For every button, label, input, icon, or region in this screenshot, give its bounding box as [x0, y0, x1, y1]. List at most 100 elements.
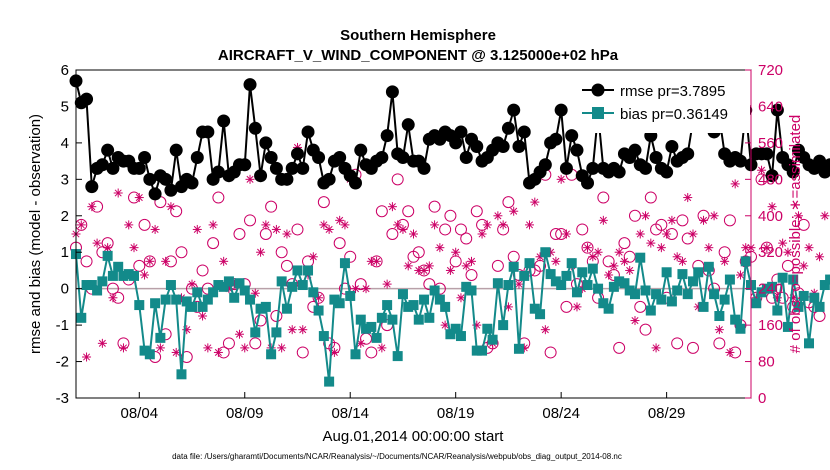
obs-assimilated-stroke: [631, 317, 639, 325]
bias-point: [434, 294, 445, 305]
obs-assimilated-marker: [509, 206, 519, 216]
rmse-point: [507, 103, 521, 117]
obs-assimilated-stroke: [141, 271, 149, 279]
bias-point: [345, 290, 356, 301]
obs-assimilated-marker: [250, 288, 260, 298]
obs-assimilated-stroke: [636, 230, 644, 238]
obs-assimilated-marker: [140, 270, 150, 280]
obs-assimilated-stroke: [436, 244, 444, 252]
legend-box: [578, 73, 750, 133]
obs-assimilated-marker: [161, 256, 171, 266]
bias-point: [498, 320, 509, 331]
bias-point: [308, 287, 319, 298]
bias-point: [281, 303, 292, 314]
obs-assimilated-stroke: [204, 344, 212, 352]
obs-assimilated-stroke: [130, 244, 138, 252]
bias-point: [413, 314, 424, 325]
rmse-point: [665, 140, 679, 154]
bias-point: [798, 290, 809, 301]
rmse-point: [348, 176, 362, 190]
obs-possible-marker: [412, 246, 425, 259]
y-tick-label: -3: [56, 390, 69, 407]
obs-assimilated-stroke: [446, 266, 454, 274]
obs-assimilated-stroke: [167, 203, 175, 211]
obs-assimilated-marker: [498, 220, 508, 230]
obs-assimilated-marker: [387, 202, 397, 212]
obs-possible-marker: [618, 237, 631, 250]
rmse-point: [554, 103, 568, 117]
bias-point: [245, 294, 256, 305]
obs-assimilated-stroke: [257, 248, 265, 256]
obs-assimilated-stroke: [583, 244, 592, 252]
rmse-point: [375, 150, 389, 164]
bias-point: [255, 303, 266, 314]
bias-point: [730, 314, 741, 325]
obs-possible-marker: [423, 278, 436, 291]
bias-point: [229, 292, 240, 303]
rmse-point: [248, 121, 262, 135]
obs-assimilated-stroke: [710, 212, 718, 220]
bias-point: [313, 305, 324, 316]
obs-possible-marker: [655, 218, 668, 231]
obs-assimilated-marker: [783, 247, 793, 257]
obs-assimilated-marker: [198, 311, 208, 321]
obs-assimilated-marker: [192, 224, 202, 234]
obs-possible-marker: [581, 241, 594, 254]
obs-assimilated-stroke: [378, 344, 386, 352]
axes-layer: -3-2-10123456080160240320400480560640720…: [56, 62, 783, 422]
obs-assimilated-marker: [725, 347, 735, 357]
bias-point: [619, 278, 630, 289]
bias-point: [529, 303, 540, 314]
obs-assimilated-marker: [103, 243, 113, 253]
obs-assimilated-marker: [815, 252, 825, 262]
obs-assimilated-stroke: [821, 212, 829, 220]
obs-assimilated-marker: [646, 238, 656, 248]
obs-assimilated-marker: [414, 265, 424, 275]
obs-assimilated-stroke: [483, 221, 491, 229]
obs-assimilated-stroke: [156, 344, 164, 352]
obs-possible-marker: [723, 214, 736, 227]
obs-possible-marker: [143, 255, 156, 268]
obs-assimilated-marker: [572, 302, 582, 312]
obs-assimilated-marker: [820, 211, 830, 221]
bias-point: [461, 281, 472, 292]
bias-point: [350, 349, 361, 360]
y2-tick-label: 400: [758, 208, 783, 225]
bias-point: [540, 247, 551, 258]
x-tick-label: 08/04: [121, 405, 159, 422]
obs-assimilated-marker: [461, 261, 471, 271]
rmse-point: [101, 143, 115, 157]
bias-point: [123, 269, 134, 280]
y2-axis-label: # of obs: o=possible; ∗=assimilated: [787, 115, 804, 354]
rmse-point: [512, 140, 526, 154]
obs-assimilated-marker: [409, 229, 418, 239]
bias-point: [545, 269, 556, 280]
obs-assimilated-stroke: [800, 262, 808, 270]
obs-assimilated-marker: [150, 224, 160, 234]
obs-possible-marker: [338, 282, 351, 295]
obs-assimilated-marker: [340, 220, 350, 230]
rmse-point: [254, 169, 268, 183]
obs-assimilated-stroke: [552, 257, 560, 265]
obs-assimilated-marker: [219, 256, 229, 266]
x-tick-label: 08/24: [542, 405, 580, 422]
obs-assimilated-marker: [113, 188, 123, 198]
obs-assimilated-stroke: [557, 175, 565, 183]
obs-assimilated-marker: [482, 220, 492, 230]
obs-assimilated-marker: [583, 243, 593, 253]
obs-assimilated-marker: [134, 193, 144, 203]
bias-point: [703, 261, 714, 272]
obs-assimilated-stroke: [88, 203, 96, 211]
bias-point: [550, 276, 561, 287]
obs-assimilated-stroke: [763, 244, 771, 252]
obs-assimilated-stroke: [678, 257, 686, 265]
obs-assimilated-marker: [298, 325, 308, 335]
bias-point: [809, 292, 820, 303]
obs-possible-marker: [265, 200, 278, 213]
obs-assimilated-stroke: [589, 253, 597, 261]
bias-point: [614, 276, 625, 287]
obs-possible-marker: [491, 259, 504, 272]
bias-point: [382, 300, 393, 311]
obs-assimilated-marker: [324, 224, 334, 234]
obs-assimilated-marker: [335, 215, 345, 225]
